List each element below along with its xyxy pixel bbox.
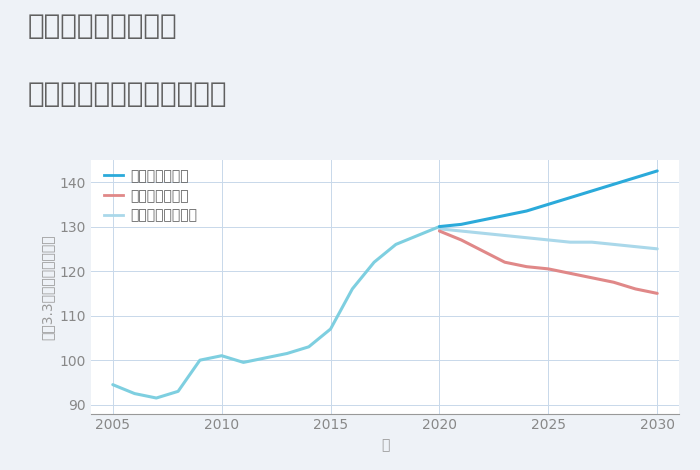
X-axis label: 年: 年 (381, 438, 389, 452)
Legend: グッドシナリオ, バッドシナリオ, ノーマルシナリオ: グッドシナリオ, バッドシナリオ, ノーマルシナリオ (104, 169, 197, 222)
Text: 中古マンションの価格推移: 中古マンションの価格推移 (28, 80, 228, 108)
Text: 兵庫県姫路市町坪の: 兵庫県姫路市町坪の (28, 12, 178, 40)
Y-axis label: 坪（3.3㎡）単価（万円）: 坪（3.3㎡）単価（万円） (40, 234, 54, 339)
